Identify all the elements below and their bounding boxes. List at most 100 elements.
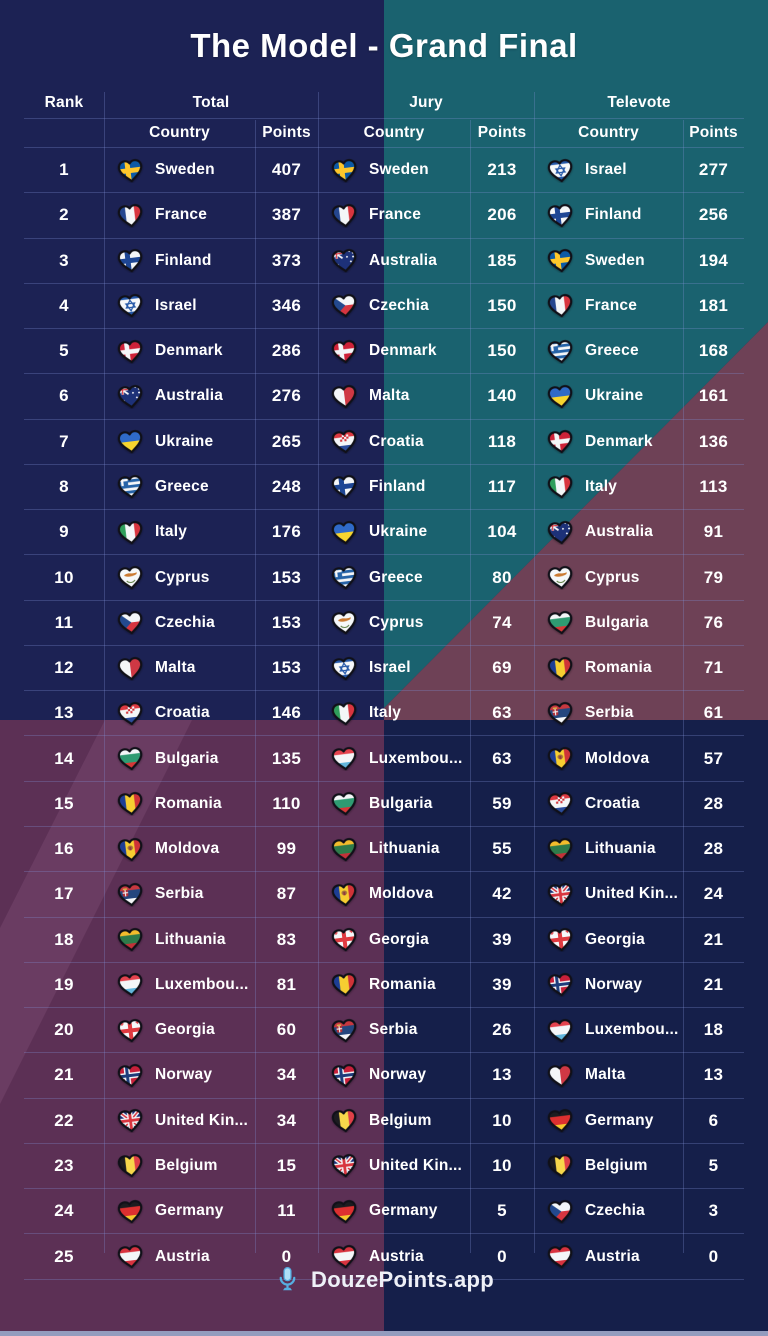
rank-value: 5 bbox=[59, 341, 69, 361]
country-name: Israel bbox=[155, 296, 197, 314]
country-name: United Kin... bbox=[369, 1156, 463, 1174]
televote-points-value: 21 bbox=[703, 974, 724, 994]
total-country-cell: Moldova bbox=[104, 837, 255, 862]
bulgaria-flag-icon bbox=[547, 611, 573, 635]
televote-country-cell: Sweden bbox=[534, 248, 683, 273]
country-name: Moldova bbox=[155, 840, 220, 858]
rank-value: 3 bbox=[59, 250, 69, 270]
rank-value: 6 bbox=[59, 386, 69, 406]
jury-points-value: 80 bbox=[492, 567, 512, 587]
total-country-cell: Sweden bbox=[104, 158, 255, 183]
table-row: 20 Georgia 60 Serbia 26 Luxembou... 18 bbox=[24, 1008, 744, 1054]
microphone-icon bbox=[274, 1266, 301, 1293]
italy-flag-icon bbox=[117, 520, 143, 545]
rank-value: 18 bbox=[54, 929, 74, 949]
germany-flag-icon bbox=[331, 1199, 357, 1224]
jury-country-header: Country bbox=[363, 124, 425, 141]
table-row: 12 Malta 153 Israel 69 Romania 71 bbox=[24, 646, 744, 692]
section-header-row: Rank Total Jury Televote bbox=[24, 88, 744, 119]
total-points-value: 153 bbox=[271, 612, 302, 632]
lithuania-flag-icon bbox=[117, 928, 143, 952]
footer-brand: DouzePoints.app bbox=[0, 1266, 768, 1293]
france-flag-icon bbox=[117, 203, 143, 228]
televote-country-cell: Germany bbox=[534, 1108, 683, 1133]
country-name: Bulgaria bbox=[585, 613, 649, 631]
jury-points-value: 74 bbox=[492, 612, 512, 632]
rank-value: 23 bbox=[54, 1155, 74, 1175]
televote-points-value: 181 bbox=[698, 295, 729, 315]
televote-country-cell: Luxembou... bbox=[534, 1018, 683, 1043]
televote-points-value: 194 bbox=[698, 250, 729, 270]
country-name: Cyprus bbox=[369, 613, 424, 631]
televote-country-cell: Denmark bbox=[534, 429, 683, 454]
rank-value: 8 bbox=[59, 476, 69, 496]
televote-points-value: 57 bbox=[703, 748, 724, 768]
country-name: Italy bbox=[585, 477, 618, 495]
jury-country-cell: Sweden bbox=[318, 158, 470, 183]
jury-points-value: 55 bbox=[492, 839, 512, 859]
country-name: Sweden bbox=[585, 251, 645, 269]
jury-points-value: 150 bbox=[487, 295, 517, 315]
country-name: Serbia bbox=[369, 1021, 418, 1039]
total-points-value: 60 bbox=[276, 1020, 297, 1040]
grid-line bbox=[104, 92, 105, 1253]
total-points-value: 373 bbox=[271, 250, 302, 270]
televote-country-cell: Cyprus bbox=[534, 565, 683, 590]
rank-value: 11 bbox=[54, 612, 74, 632]
total-country-cell: Germany bbox=[104, 1199, 255, 1224]
table-row: 9 Italy 176 Ukraine 104 Australia 91 bbox=[24, 510, 744, 556]
total-country-cell: Lithuania bbox=[104, 927, 255, 952]
total-country-header: Country bbox=[149, 124, 210, 141]
moldova-flag-icon bbox=[331, 882, 357, 907]
france-flag-icon bbox=[547, 294, 573, 318]
grid-line bbox=[318, 92, 319, 1253]
jury-points-value: 206 bbox=[487, 205, 517, 225]
total-points-value: 110 bbox=[272, 793, 301, 813]
country-name: Cyprus bbox=[155, 568, 210, 586]
georgia-flag-icon bbox=[117, 1018, 143, 1043]
section-header-total: Total bbox=[192, 94, 230, 111]
country-name: Czechia bbox=[369, 296, 429, 314]
jury-country-cell: Romania bbox=[318, 972, 470, 997]
table-row: 19 Luxembou... 81 Romania 39 Norway 21 bbox=[24, 963, 744, 1009]
rank-value: 15 bbox=[54, 793, 74, 813]
moldova-flag-icon bbox=[547, 747, 573, 771]
televote-points-value: 277 bbox=[698, 160, 729, 180]
cyprus-flag-icon bbox=[117, 566, 143, 590]
televote-country-cell: Finland bbox=[534, 203, 683, 228]
georgia-flag-icon bbox=[547, 928, 573, 952]
total-country-cell: Israel bbox=[104, 293, 255, 318]
country-name: Malta bbox=[369, 387, 410, 405]
country-name: Cyprus bbox=[585, 568, 640, 586]
country-name: Australia bbox=[155, 387, 224, 405]
grid-line bbox=[255, 120, 256, 1253]
country-name: Serbia bbox=[155, 885, 204, 903]
jury-country-cell: Luxembou... bbox=[318, 746, 470, 771]
romania-flag-icon bbox=[547, 656, 573, 680]
denmark-flag-icon bbox=[547, 430, 573, 454]
country-name: Luxembou... bbox=[155, 975, 249, 993]
serbia-flag-icon bbox=[331, 1018, 357, 1043]
televote-country-cell: Serbia bbox=[534, 701, 683, 726]
total-country-cell: Norway bbox=[104, 1063, 255, 1088]
country-name: Belgium bbox=[585, 1156, 648, 1174]
rank-value: 12 bbox=[54, 658, 74, 678]
televote-country-cell: Norway bbox=[534, 972, 683, 997]
total-country-cell: Romania bbox=[104, 791, 255, 816]
jury-points-value: 104 bbox=[487, 522, 517, 542]
table-row: 6 Australia 276 Malta 140 Ukraine 161 bbox=[24, 374, 744, 420]
serbia-flag-icon bbox=[117, 882, 143, 907]
country-name: France bbox=[155, 206, 208, 224]
televote-points-value: 61 bbox=[703, 703, 724, 723]
denmark-flag-icon bbox=[117, 339, 143, 364]
televote-points-value: 91 bbox=[703, 522, 724, 542]
section-header-jury: Jury bbox=[409, 94, 443, 111]
total-points-value: 87 bbox=[276, 884, 297, 904]
country-name: Georgia bbox=[585, 930, 645, 948]
belgium-flag-icon bbox=[547, 1154, 573, 1178]
jury-points-value: 5 bbox=[497, 1201, 507, 1221]
country-name: Lithuania bbox=[155, 930, 226, 948]
country-name: Czechia bbox=[585, 1202, 645, 1220]
country-name: Australia bbox=[369, 251, 438, 269]
total-points-value: 153 bbox=[271, 567, 302, 587]
